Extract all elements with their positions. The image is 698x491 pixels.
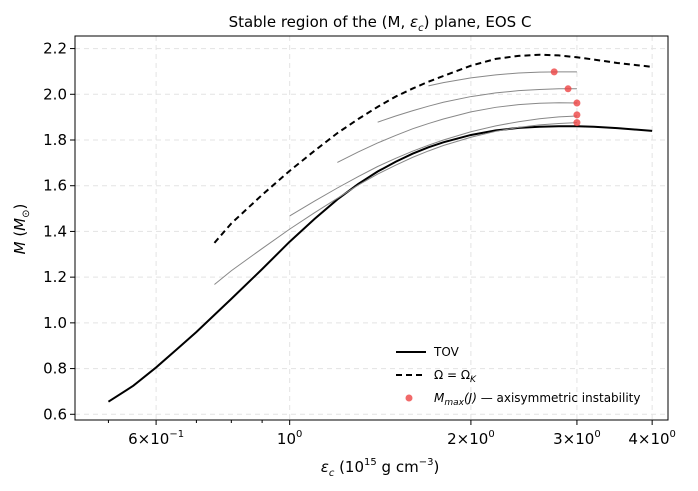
x-tick-base: 4×10	[628, 430, 669, 448]
x-tick-base: 6×10	[128, 430, 169, 448]
y-tick-label: 2.2	[43, 40, 67, 58]
plot-frame	[74, 35, 669, 421]
chart-title: Stable region of the (M, εc) plane, EOS …	[229, 13, 532, 34]
legend-label: TOV	[433, 345, 460, 359]
mmax-marker	[573, 111, 581, 119]
legend-label: Ω = ΩK	[434, 368, 477, 385]
x-tick-base: 3×10	[553, 430, 594, 448]
x-tick-exponent: −1	[169, 429, 184, 440]
tick-layer: 0.60.81.01.21.41.61.82.02.26×10−1 100 2×10…	[43, 40, 676, 448]
x-tick-exponent: 0	[296, 429, 302, 440]
rotating-sequence-line-1	[214, 122, 577, 285]
y-axis-label: M (M⊙)	[11, 204, 32, 255]
y-tick-label: 1.6	[43, 177, 67, 195]
x-tick-base: 10	[277, 430, 296, 448]
mmax-marker	[573, 119, 581, 127]
x-tick-label: 3×100	[553, 429, 601, 448]
x-tick-exponent: 0	[594, 429, 600, 440]
mmax-marker	[573, 99, 581, 107]
y-tick-label: 2.0	[43, 85, 67, 103]
mmax-marker	[564, 85, 572, 93]
x-tick-label: 6×10−1	[128, 429, 184, 448]
rotating-sequence-line-3	[337, 102, 577, 163]
legend-swatch-marker	[405, 394, 413, 402]
x-tick-label: 100	[277, 429, 302, 448]
mmax-marker	[550, 68, 558, 76]
x-axis-label: εc (1015 g cm−3)	[321, 457, 440, 479]
rotating-sequence-line-2	[289, 115, 577, 217]
series-layer	[107, 53, 653, 403]
legend-label: Mmax(J) — axisymmetric instability	[434, 391, 640, 408]
x-tick-exponent: 0	[670, 429, 676, 440]
y-tick-label: 1.0	[43, 314, 67, 332]
x-tick-exponent: 0	[488, 429, 494, 440]
kepler-limit-line	[213, 53, 653, 244]
y-tick-label: 1.2	[43, 268, 67, 286]
x-tick-label: 4×100	[628, 429, 676, 448]
rotating-sequence-line-4	[377, 88, 577, 123]
y-tick-label: 1.8	[43, 131, 67, 149]
y-tick-label: 1.4	[43, 222, 67, 240]
y-tick-label: 0.6	[43, 405, 67, 423]
marker-layer	[550, 68, 581, 127]
legend: TOV Ω = ΩK Mmax(J) — axisymmetric instabil…	[396, 345, 640, 408]
y-tick-label: 0.8	[43, 360, 67, 378]
x-tick-label: 2×100	[447, 429, 495, 448]
x-tick-base: 2×10	[447, 430, 488, 448]
tov-line	[107, 125, 653, 403]
grid-layer	[75, 36, 668, 420]
